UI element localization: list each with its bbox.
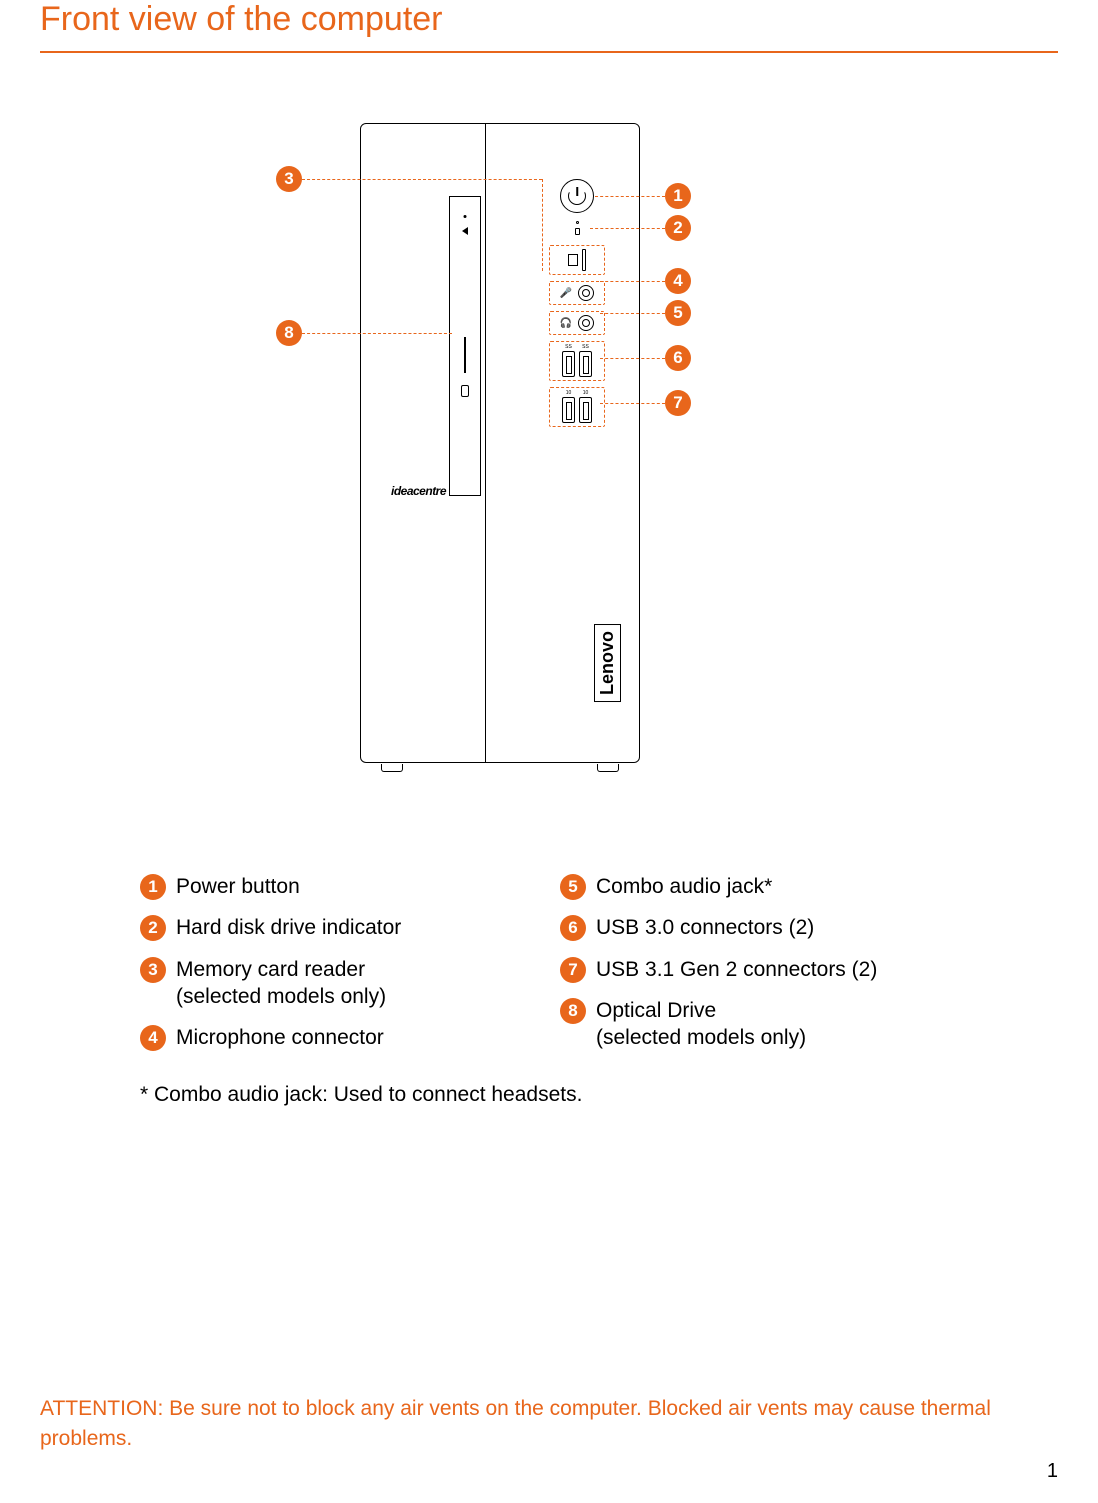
legend-item: 6 USB 3.0 connectors (2) bbox=[560, 914, 920, 941]
page-number: 1 bbox=[1047, 1460, 1058, 1483]
computer-tower: ideacentre 🎤 🎧 bbox=[360, 123, 640, 763]
legend-bullet: 1 bbox=[140, 874, 166, 900]
usb31-group: 10 10 bbox=[549, 387, 605, 427]
legend-text: Power button bbox=[176, 875, 300, 898]
hdd-indicator-icon bbox=[576, 221, 579, 224]
footnote: * Combo audio jack: Used to connect head… bbox=[140, 1083, 1058, 1107]
callout-3: 3 bbox=[276, 166, 302, 192]
leader-6 bbox=[600, 358, 665, 359]
usb30-group: SS SS bbox=[549, 341, 605, 381]
diagram: ideacentre 🎤 🎧 bbox=[40, 123, 1058, 843]
headphone-jack-group: 🎧 bbox=[549, 311, 605, 335]
ideacentre-label: ideacentre bbox=[391, 484, 446, 498]
legend-col-right: 5 Combo audio jack* 6 USB 3.0 connectors… bbox=[560, 873, 920, 1065]
page-title: Front view of the computer bbox=[40, 0, 1058, 53]
lenovo-logo: Lenovo bbox=[594, 624, 621, 702]
legend-bullet: 7 bbox=[560, 957, 586, 983]
legend-item: 3 Memory card reader (selected models on… bbox=[140, 956, 500, 1011]
leader-5 bbox=[600, 313, 665, 314]
leader-8 bbox=[302, 333, 452, 334]
callout-4: 4 bbox=[665, 268, 691, 294]
callout-2: 2 bbox=[665, 215, 691, 241]
legend-text: USB 3.1 Gen 2 connectors (2) bbox=[596, 958, 877, 981]
legend-bullet: 4 bbox=[140, 1025, 166, 1051]
legend-bullet: 6 bbox=[560, 915, 586, 941]
legend-text: Hard disk drive indicator bbox=[176, 916, 401, 939]
callout-8: 8 bbox=[276, 320, 302, 346]
power-button-icon bbox=[560, 179, 594, 213]
leader-2 bbox=[590, 228, 665, 229]
legend-item: 8 Optical Drive (selected models only) bbox=[560, 997, 920, 1052]
legend-text: Optical Drive bbox=[596, 999, 716, 1022]
callout-6: 6 bbox=[665, 345, 691, 371]
legend-item: 4 Microphone connector bbox=[140, 1024, 500, 1051]
leader-3 bbox=[302, 179, 542, 180]
legend-item: 2 Hard disk drive indicator bbox=[140, 914, 500, 941]
leader-1 bbox=[595, 196, 665, 197]
legend-text: Memory card reader bbox=[176, 958, 365, 981]
legend-text: Combo audio jack* bbox=[596, 875, 772, 898]
callout-1: 1 bbox=[665, 183, 691, 209]
attention-label: ATTENTION: bbox=[40, 1397, 163, 1420]
attention-text: Be sure not to block any air vents on th… bbox=[40, 1397, 991, 1449]
mic-jack-group: 🎤 bbox=[549, 281, 605, 305]
leader-4 bbox=[600, 281, 665, 282]
attention-notice: ATTENTION: Be sure not to block any air … bbox=[40, 1394, 1058, 1453]
legend-col-left: 1 Power button 2 Hard disk drive indicat… bbox=[140, 873, 500, 1065]
callout-5: 5 bbox=[665, 300, 691, 326]
legend-subtext: (selected models only) bbox=[596, 1024, 806, 1051]
legend-item: 7 USB 3.1 Gen 2 connectors (2) bbox=[560, 956, 920, 983]
legend-bullet: 8 bbox=[560, 998, 586, 1024]
callout-7: 7 bbox=[665, 390, 691, 416]
legend: 1 Power button 2 Hard disk drive indicat… bbox=[140, 873, 1058, 1065]
legend-bullet: 2 bbox=[140, 915, 166, 941]
legend-text: Microphone connector bbox=[176, 1026, 384, 1049]
legend-item: 5 Combo audio jack* bbox=[560, 873, 920, 900]
legend-bullet: 5 bbox=[560, 874, 586, 900]
optical-drive-panel bbox=[449, 196, 481, 496]
legend-text: USB 3.0 connectors (2) bbox=[596, 916, 814, 939]
legend-item: 1 Power button bbox=[140, 873, 500, 900]
card-reader-group bbox=[549, 245, 605, 275]
front-controls: 🎤 🎧 SS SS 10 10 bbox=[537, 179, 617, 433]
legend-subtext: (selected models only) bbox=[176, 983, 386, 1010]
legend-bullet: 3 bbox=[140, 957, 166, 983]
leader-7 bbox=[600, 403, 665, 404]
